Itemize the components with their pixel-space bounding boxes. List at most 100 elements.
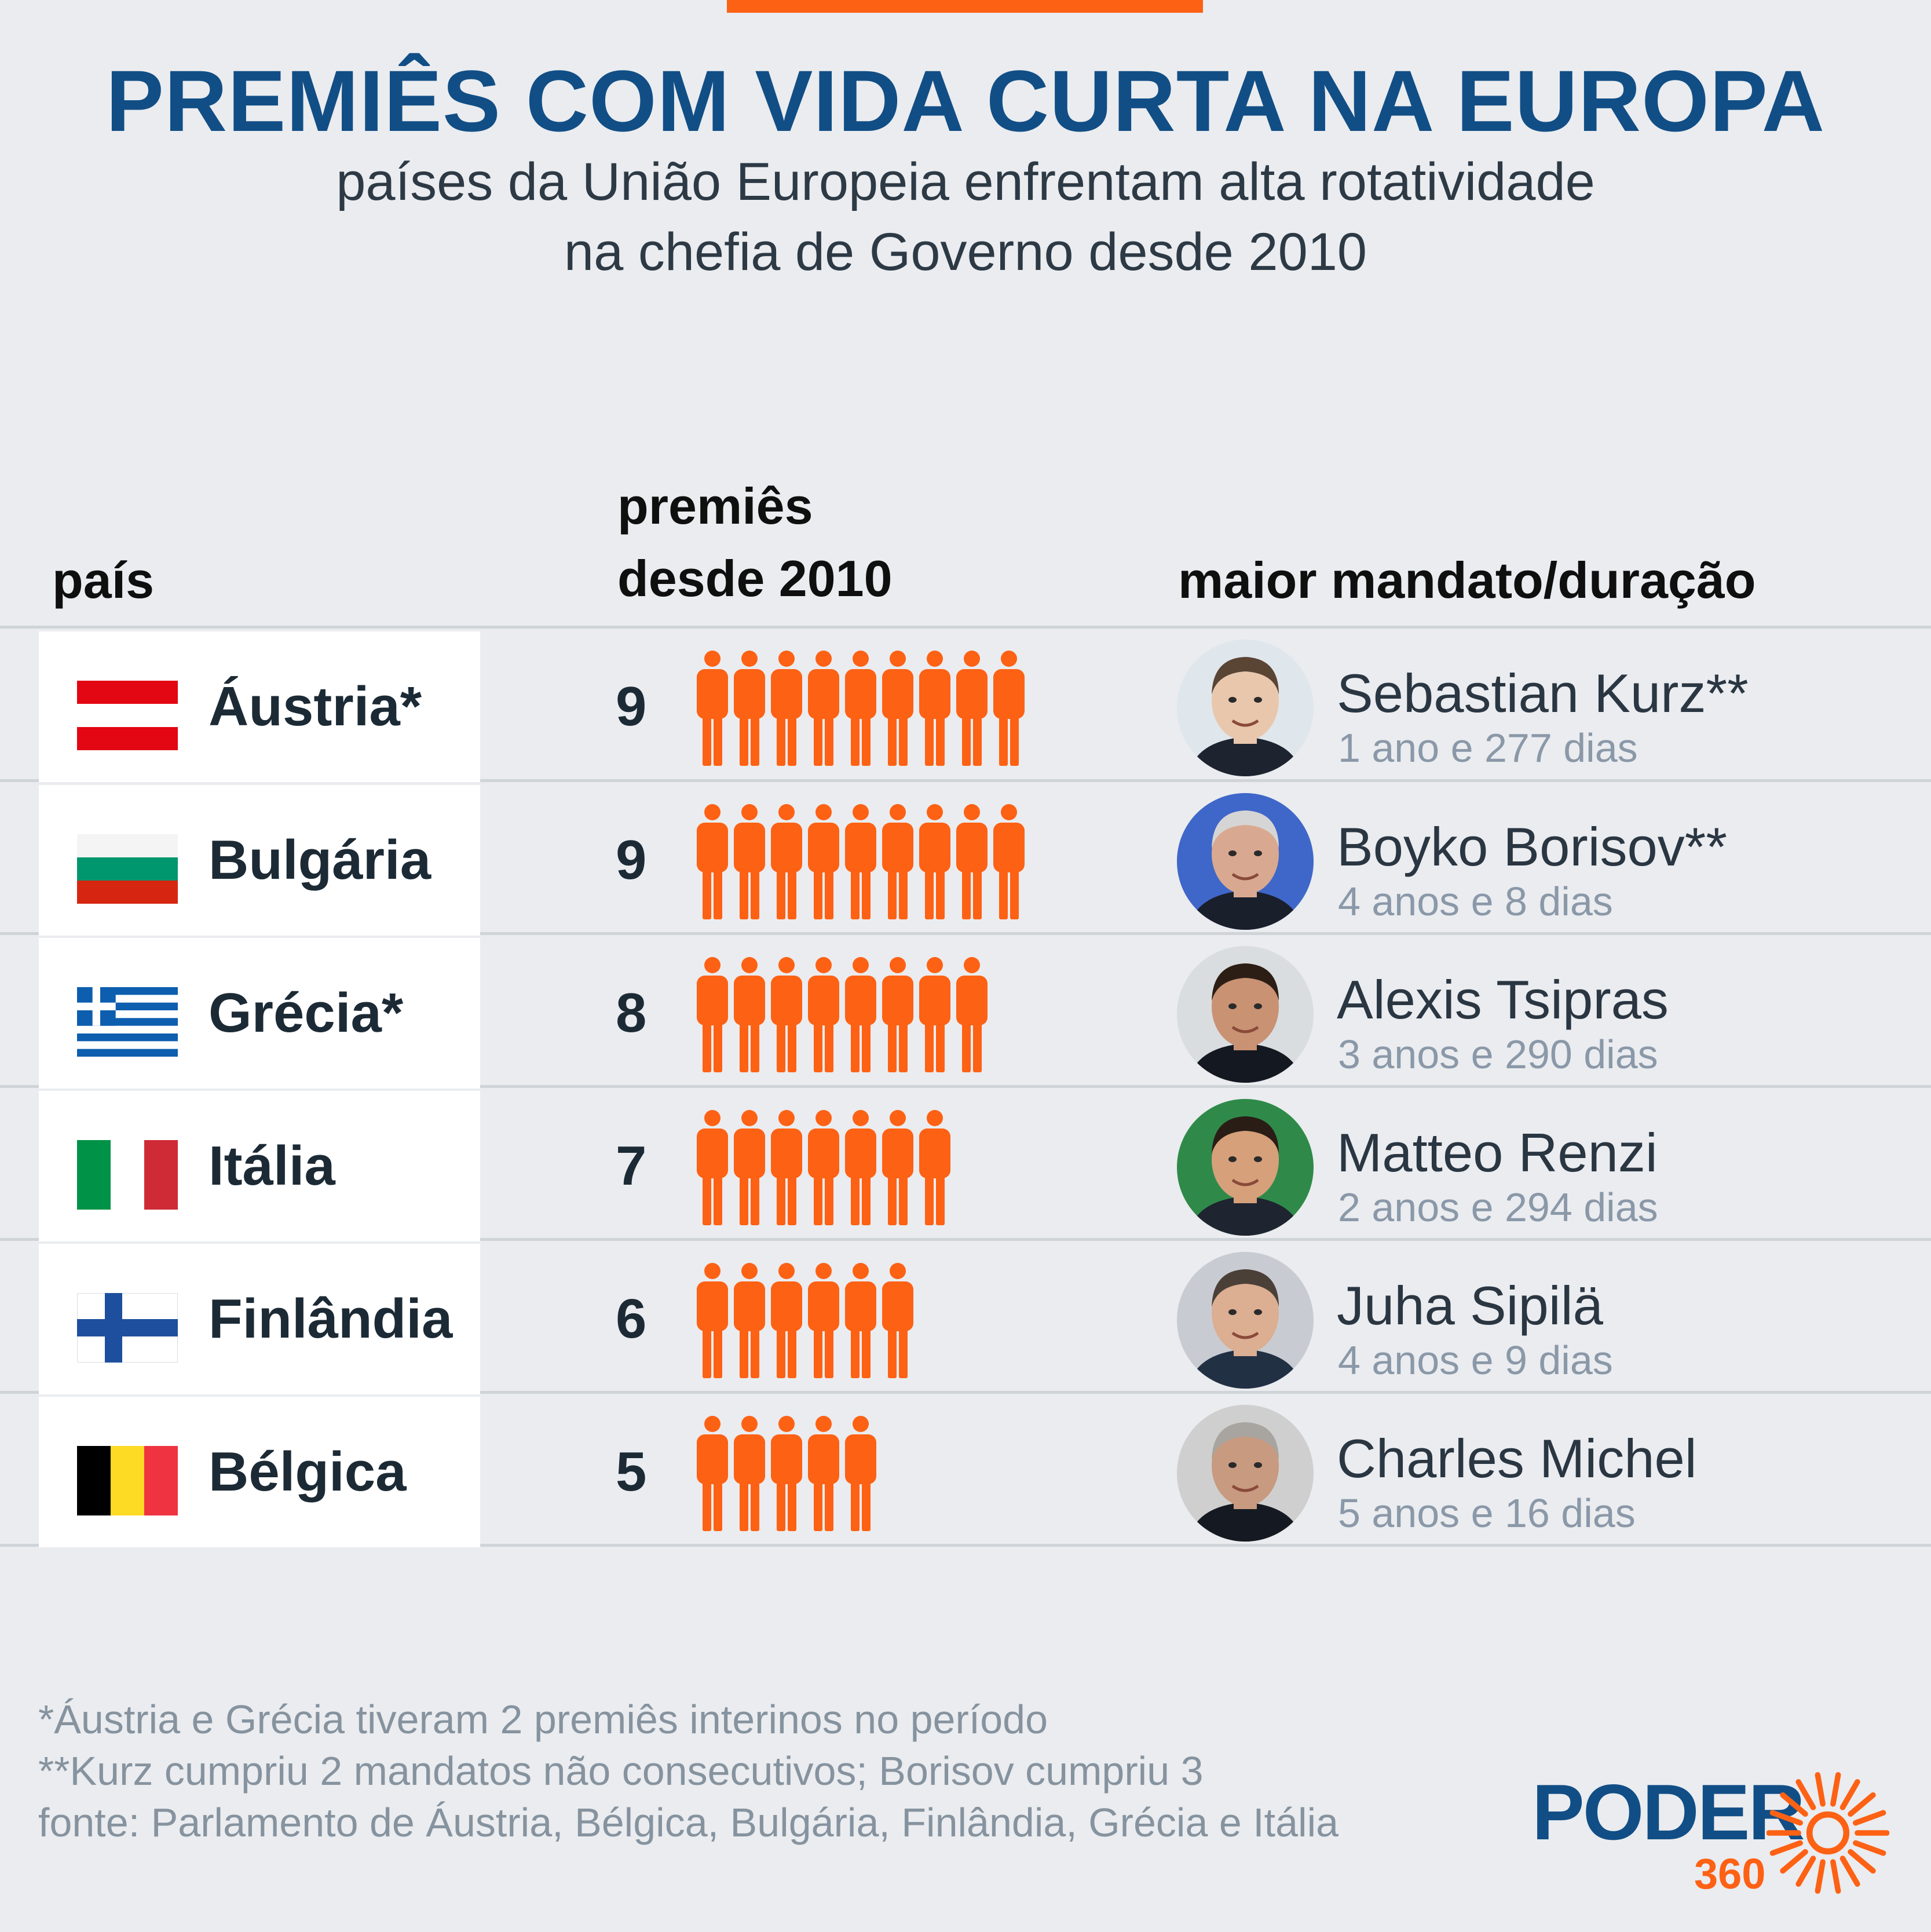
premier-count: 9	[616, 675, 647, 737]
person-icon	[697, 651, 728, 766]
person-icon	[697, 1110, 728, 1225]
leader-duration: 4 anos e 9 dias	[1338, 1338, 1613, 1383]
row-divider	[0, 1391, 1931, 1394]
person-icon	[919, 957, 950, 1072]
country-cell: Itália	[39, 1091, 480, 1241]
table-row: Grécia* 8 Alexis Tsipras 3 anos e 290 dias	[0, 938, 1931, 1089]
premier-pictogram	[695, 1109, 1100, 1225]
premier-pictogram	[695, 956, 1100, 1072]
row-divider	[0, 1544, 1931, 1547]
person-icon	[771, 804, 802, 919]
country-name: Grécia*	[209, 982, 404, 1044]
column-header-country: país	[52, 552, 155, 609]
person-icon	[771, 1110, 802, 1225]
footnote-source: fonte: Parlamento de Áustria, Bélgica, B…	[38, 1800, 1339, 1845]
person-icon	[845, 957, 876, 1072]
person-icon	[808, 1416, 839, 1531]
country-name: Bélgica	[209, 1441, 407, 1503]
row-divider	[0, 779, 1931, 782]
country-name: Itália	[209, 1135, 335, 1197]
premier-count: 6	[616, 1288, 647, 1350]
leader-name: Charles Michel	[1337, 1428, 1697, 1489]
column-header-premiers-line1: premiês	[617, 477, 813, 535]
person-icon	[993, 804, 1025, 919]
person-icon	[845, 804, 876, 919]
person-icon	[734, 1416, 765, 1531]
country-name: Bulgária	[209, 829, 431, 891]
logo-number: 360	[1694, 1850, 1766, 1898]
premier-pictogram	[695, 650, 1100, 766]
leader-duration: 1 ano e 277 dias	[1338, 725, 1638, 770]
person-icon	[845, 1110, 876, 1225]
premier-pictogram	[695, 1415, 1100, 1531]
top-accent-bar	[727, 0, 1203, 13]
person-icon	[882, 1110, 913, 1225]
country-name: Finlândia	[209, 1288, 453, 1350]
person-icon	[919, 651, 950, 766]
leader-avatar	[1177, 1252, 1314, 1389]
person-icon	[734, 804, 765, 919]
person-icon	[882, 957, 913, 1072]
sun-logo-icon	[1767, 1772, 1889, 1894]
table-row: Itália 7 Matteo Renzi 2 anos e 294 dias	[0, 1091, 1931, 1241]
country-name: Áustria*	[209, 675, 422, 737]
person-icon	[697, 957, 728, 1072]
leader-name: Alexis Tsipras	[1337, 969, 1669, 1030]
person-icon	[808, 651, 839, 766]
leader-avatar	[1177, 793, 1314, 930]
row-divider	[0, 1085, 1931, 1088]
column-header-leader: maior mandato/duração	[1178, 552, 1756, 609]
person-icon	[956, 804, 988, 919]
premier-count: 9	[616, 829, 647, 891]
person-icon	[808, 804, 839, 919]
person-icon	[882, 804, 913, 919]
person-icon	[734, 1110, 765, 1225]
person-icon	[734, 957, 765, 1072]
person-icon	[734, 1263, 765, 1378]
country-cell: Bulgária	[39, 785, 480, 936]
table-row: Finlândia 6 Juha Sipilä 4 anos e 9 dias	[0, 1244, 1931, 1394]
leader-avatar	[1177, 946, 1314, 1083]
chart-title: PREMIÊS COM VIDA CURTA NA EUROPA	[105, 52, 1826, 149]
chart-subtitle-line1: países da União Europeia enfrentam alta …	[336, 152, 1595, 211]
leader-duration: 3 anos e 290 dias	[1338, 1032, 1658, 1077]
person-icon	[771, 1263, 802, 1378]
person-icon	[697, 804, 728, 919]
premier-pictogram	[695, 1262, 1100, 1378]
person-icon	[956, 651, 988, 766]
row-divider	[0, 626, 1931, 629]
footnote-terms: **Kurz cumpriu 2 mandatos não consecutiv…	[38, 1748, 1204, 1794]
row-divider	[0, 932, 1931, 935]
person-icon	[882, 1263, 913, 1378]
person-icon	[808, 1110, 839, 1225]
country-cell: Grécia*	[39, 938, 480, 1089]
leader-avatar	[1177, 1405, 1314, 1542]
table-row: Bélgica 5 Charles Michel 5 anos e 16 dias	[0, 1397, 1931, 1547]
premier-count: 7	[616, 1135, 647, 1197]
leader-duration: 4 anos e 8 dias	[1338, 879, 1613, 924]
column-header-premiers-line2: desde 2010	[617, 550, 893, 607]
premier-count: 5	[616, 1441, 647, 1503]
row-divider	[0, 1238, 1931, 1241]
table-row: Áustria* 9 Sebastian Kurz** 1 ano e 277 dia…	[0, 631, 1931, 782]
person-icon	[734, 651, 765, 766]
leader-name: Matteo Renzi	[1337, 1122, 1658, 1183]
person-icon	[771, 651, 802, 766]
country-cell: Finlândia	[39, 1244, 480, 1394]
leader-avatar	[1177, 1099, 1314, 1236]
premier-pictogram	[695, 804, 1100, 919]
person-icon	[808, 1263, 839, 1378]
person-icon	[771, 1416, 802, 1531]
austria-flag	[77, 681, 178, 750]
person-icon	[845, 1416, 876, 1531]
leader-name: Juha Sipilä	[1337, 1275, 1603, 1336]
table-row: Bulgária 9 Boyko Borisov** 4 anos e 8 dias	[0, 785, 1931, 936]
person-icon	[956, 957, 988, 1072]
chart-subtitle-line2: na chefia de Governo desde 2010	[564, 222, 1367, 282]
footnote-interim: *Áustria e Grécia tiveram 2 premiês inte…	[38, 1697, 1048, 1742]
person-icon	[771, 957, 802, 1072]
person-icon	[845, 651, 876, 766]
premier-count: 8	[616, 982, 647, 1044]
belgium-flag	[77, 1446, 178, 1515]
